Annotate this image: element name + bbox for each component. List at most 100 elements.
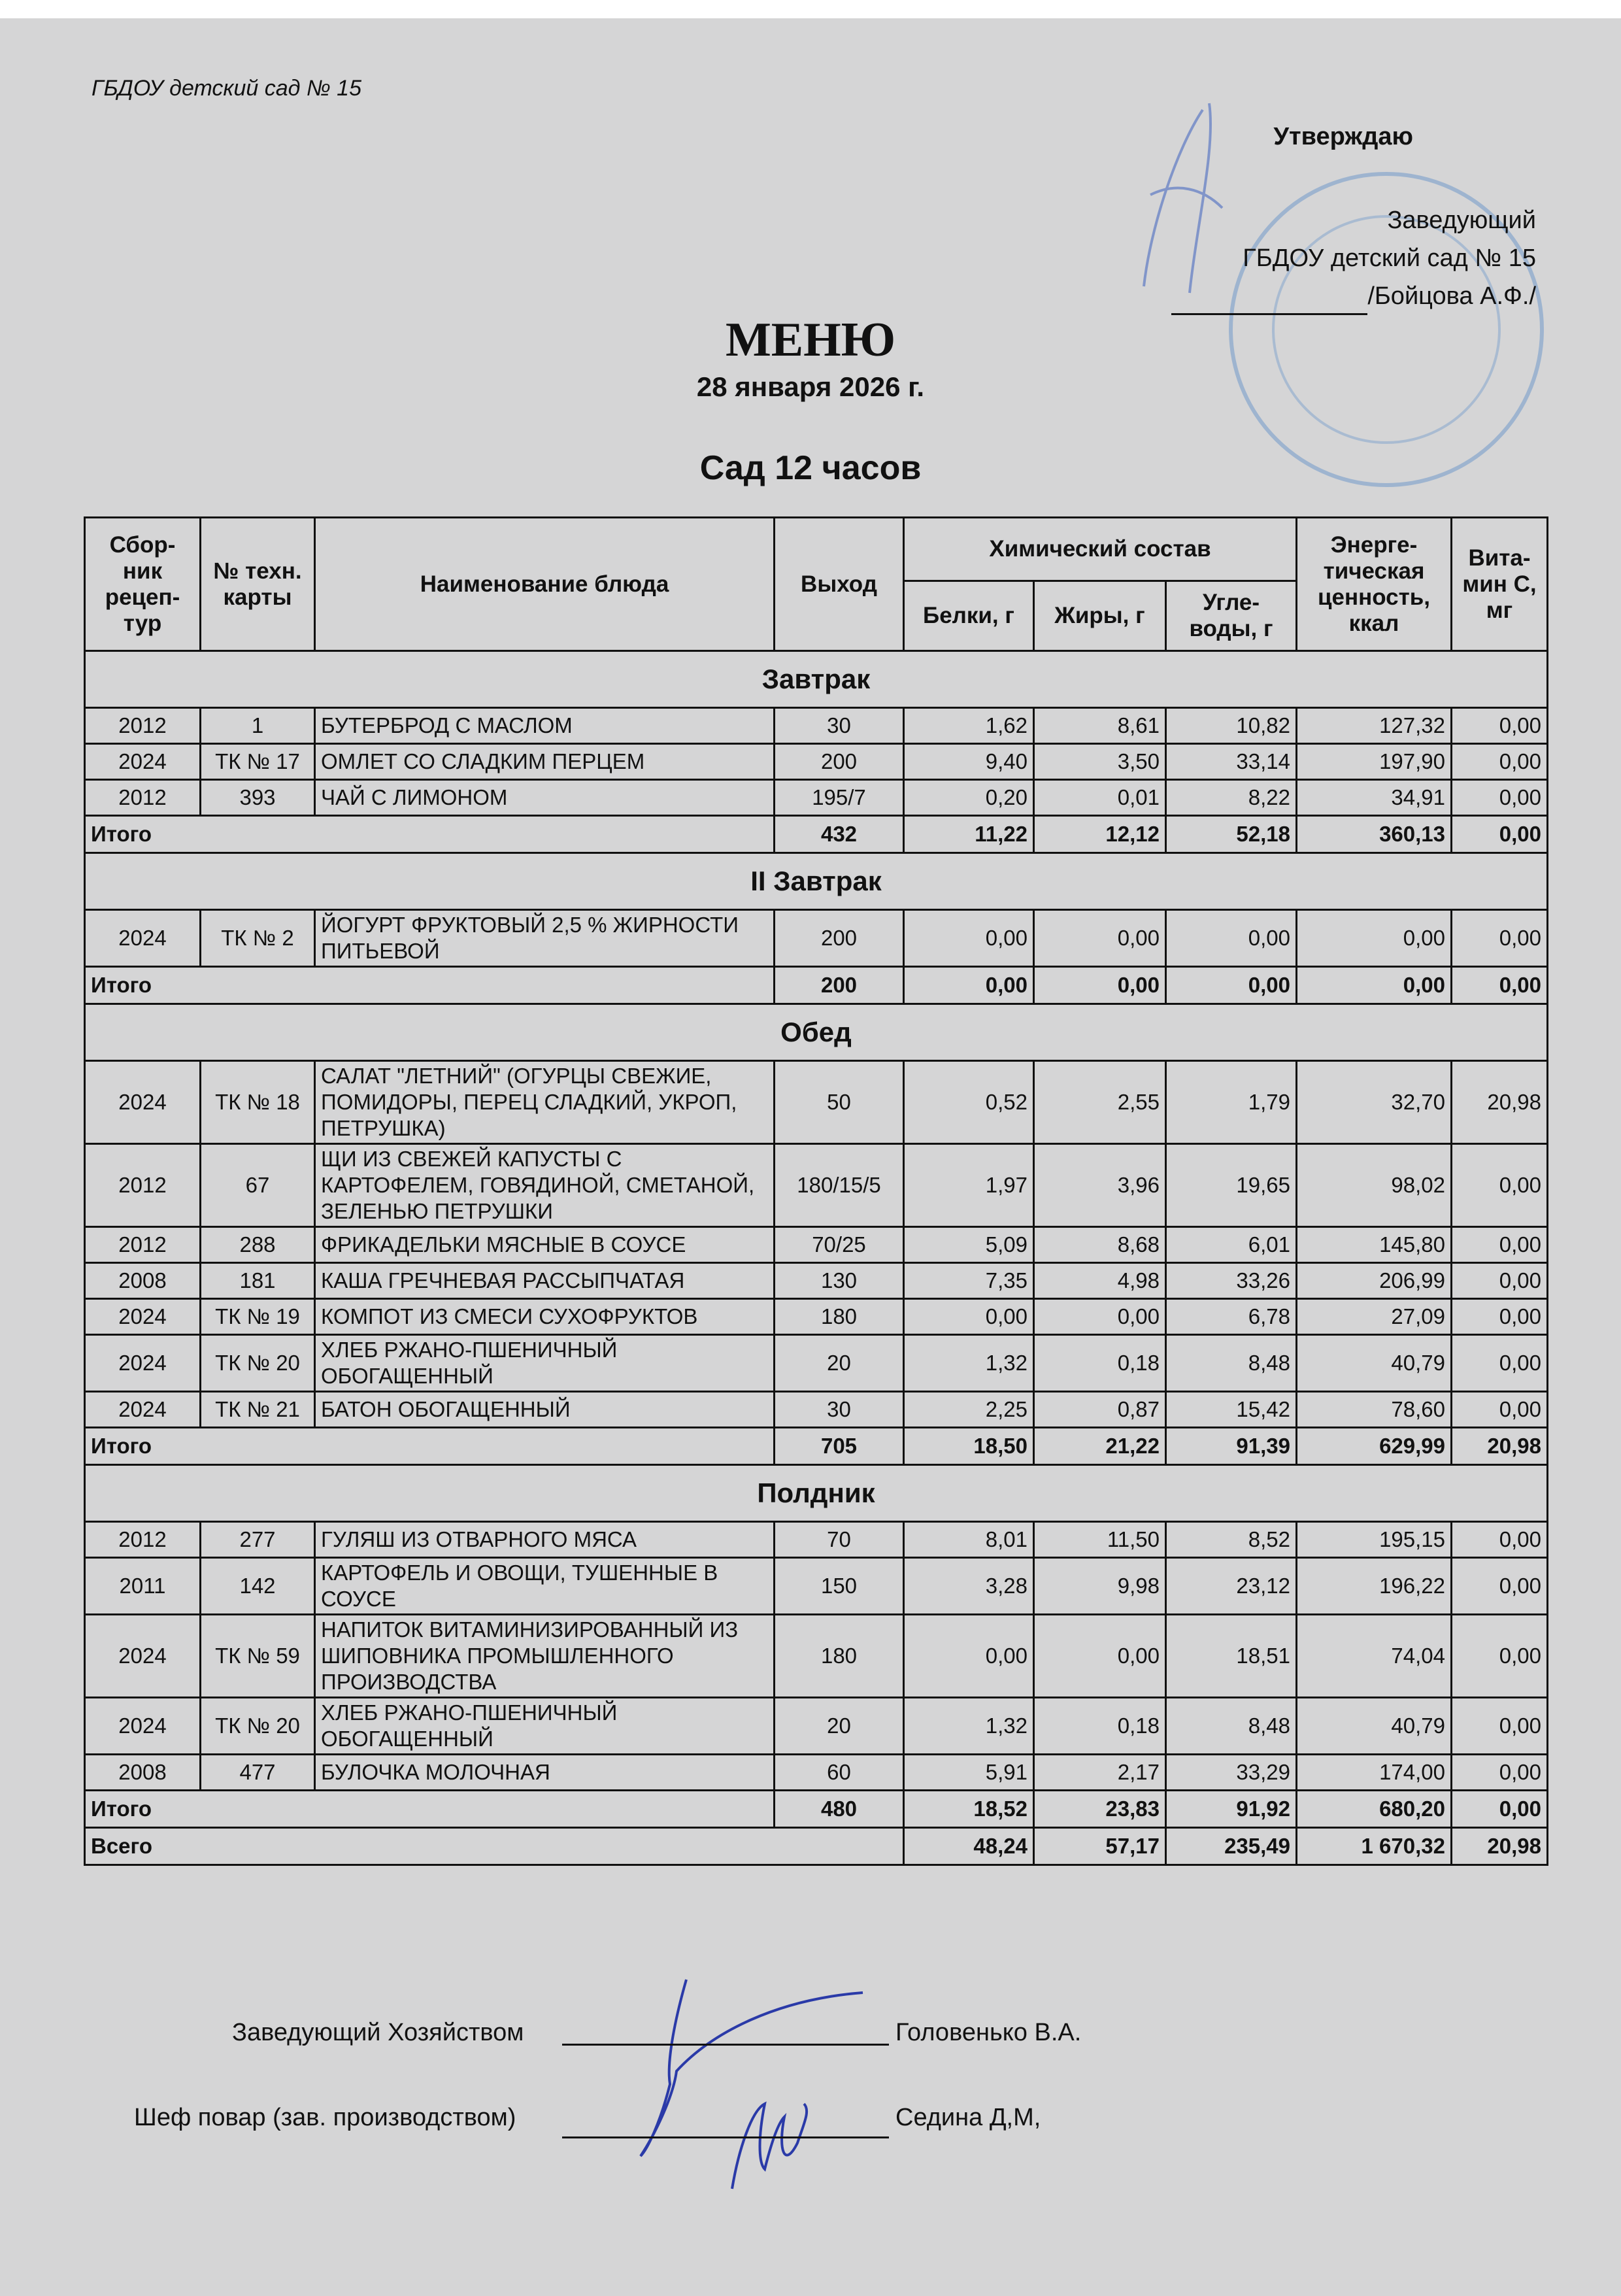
- cell-carbs: 0,00: [1165, 966, 1297, 1005]
- cell-proteins: 0,00: [903, 909, 1035, 968]
- cell-vitc: 0,00: [1450, 1391, 1548, 1428]
- cell-tech-card: ТК № 20: [199, 1334, 316, 1393]
- section-title: Обед: [84, 1003, 1548, 1062]
- section-title: II Завтрак: [84, 852, 1548, 911]
- cell-output: 130: [773, 1262, 905, 1300]
- cell-vitc: 0,00: [1450, 909, 1548, 968]
- signature-line: [1171, 287, 1368, 315]
- cell-fats: 0,18: [1033, 1697, 1167, 1755]
- cell-output: 20: [773, 1334, 905, 1393]
- chef-signature-line: [562, 2136, 889, 2138]
- cell-fats: 0,01: [1033, 779, 1167, 817]
- cell-vitc: 0,00: [1450, 1753, 1548, 1791]
- cell-output: 180: [773, 1613, 905, 1698]
- cell-collection: 2008: [84, 1262, 201, 1300]
- cell-proteins: 5,91: [903, 1753, 1035, 1791]
- menu-date: 28 января 2026 г.: [696, 371, 925, 402]
- institution-name: ГБДОУ детский сад № 15: [1243, 245, 1536, 272]
- col-tech-card: № техн. карты: [199, 516, 316, 652]
- cell-tech-card: 277: [199, 1521, 316, 1559]
- cell-output: 480: [773, 1789, 905, 1829]
- cell-proteins: 1,32: [903, 1334, 1035, 1393]
- cell-vitc: 0,00: [1450, 815, 1548, 854]
- table-row: 2008 181 КАША ГРЕЧНЕВАЯ РАССЫПЧАТАЯ 130 7,35…: [84, 1262, 1548, 1300]
- cell-fats: 23,83: [1033, 1789, 1167, 1829]
- housekeeper-signature: [639, 1979, 863, 2157]
- cell-vitc: 0,00: [1450, 966, 1548, 1005]
- cell-carbs: 6,78: [1165, 1298, 1297, 1336]
- table-row: 2008 477 БУЛОЧКА МОЛОЧНАЯ 60 5,91 2,17 33,29 17…: [84, 1753, 1548, 1791]
- chef-signature: [731, 2101, 809, 2189]
- cell-output: 200: [773, 966, 905, 1005]
- subtotal-label: Итого: [84, 966, 775, 1005]
- cell-proteins: 1,62: [903, 707, 1035, 745]
- cell-collection: 2012: [84, 1226, 201, 1264]
- cell-energy: 197,90: [1295, 743, 1452, 781]
- cell-proteins: 9,40: [903, 743, 1035, 781]
- col-vitc: Вита-мин С, мг: [1450, 516, 1548, 652]
- cell-vitc: 0,00: [1450, 1697, 1548, 1755]
- section-header: Завтрак: [84, 650, 1548, 709]
- cell-dish: САЛАТ "ЛЕТНИЙ" (ОГУРЦЫ СВЕЖИЕ, ПОМИДОРЫ,…: [314, 1060, 775, 1145]
- cell-fats: 0,00: [1033, 1613, 1167, 1698]
- table-row: 2012 277 ГУЛЯШ ИЗ ОТВАРНОГО МЯСА 70 8,01 11,5…: [84, 1521, 1548, 1559]
- cell-collection: 2008: [84, 1753, 201, 1791]
- cell-energy: 174,00: [1295, 1753, 1452, 1791]
- housekeeper-role: Заведующий Хозяйством: [232, 2019, 524, 2046]
- table-row: 2024 ТК № 59 НАПИТОК ВИТАМИНИЗИРОВАННЫЙ ИЗ…: [84, 1613, 1548, 1698]
- cell-fats: 0,87: [1033, 1391, 1167, 1428]
- cell-dish: БУТЕРБРОД С МАСЛОМ: [314, 707, 775, 745]
- cell-collection: 2024: [84, 1391, 201, 1428]
- cell-output: 50: [773, 1060, 905, 1145]
- col-fats: Жиры, г: [1033, 580, 1167, 652]
- cell-dish: НАПИТОК ВИТАМИНИЗИРОВАННЫЙ ИЗ ШИПОВНИКА …: [314, 1613, 775, 1698]
- cell-carbs: 23,12: [1165, 1557, 1297, 1615]
- cell-collection: 2024: [84, 1060, 201, 1145]
- col-proteins: Белки, г: [903, 580, 1035, 652]
- cell-proteins: 18,52: [903, 1789, 1035, 1829]
- cell-vitc: 0,00: [1450, 1613, 1548, 1698]
- cell-proteins: 0,20: [903, 779, 1035, 817]
- cell-fats: 3,50: [1033, 743, 1167, 781]
- cell-fats: 0,00: [1033, 1298, 1167, 1336]
- cell-vitc: 0,00: [1450, 1143, 1548, 1228]
- cell-output: 150: [773, 1557, 905, 1615]
- cell-tech-card: 67: [199, 1143, 316, 1228]
- cell-proteins: 18,50: [903, 1427, 1035, 1466]
- cell-collection: 2012: [84, 1521, 201, 1559]
- cell-vitc: 20,98: [1450, 1060, 1548, 1145]
- cell-proteins: 11,22: [903, 815, 1035, 854]
- cell-fats: 2,17: [1033, 1753, 1167, 1791]
- table-row: 2024 ТК № 17 ОМЛЕТ СО СЛАДКИМ ПЕРЦЕМ 200 9,4…: [84, 743, 1548, 781]
- cell-energy: 34,91: [1295, 779, 1452, 817]
- cell-vitc: 0,00: [1450, 1521, 1548, 1559]
- cell-energy: 98,02: [1295, 1143, 1452, 1228]
- cell-proteins: 5,09: [903, 1226, 1035, 1264]
- cell-energy: 206,99: [1295, 1262, 1452, 1300]
- cell-energy: 40,79: [1295, 1334, 1452, 1393]
- organization-name: ГБДОУ детский сад № 15: [92, 76, 361, 101]
- approval-label: Утверждаю: [1273, 123, 1413, 150]
- cell-energy: 629,99: [1295, 1427, 1452, 1466]
- cell-dish: БУЛОЧКА МОЛОЧНАЯ: [314, 1753, 775, 1791]
- cell-vitc: 0,00: [1450, 779, 1548, 817]
- cell-vitc: 0,00: [1450, 1789, 1548, 1829]
- grand-total-label: Всего: [84, 1827, 905, 1866]
- cell-fats: 3,96: [1033, 1143, 1167, 1228]
- cell-proteins: 0,00: [903, 1613, 1035, 1698]
- cell-carbs: 15,42: [1165, 1391, 1297, 1428]
- col-chem: Химический состав: [903, 516, 1297, 582]
- cell-dish: КАРТОФЕЛЬ И ОВОЩИ, ТУШЕННЫЕ В СОУСЕ: [314, 1557, 775, 1615]
- cell-tech-card: ТК № 17: [199, 743, 316, 781]
- table-row: 2011 142 КАРТОФЕЛЬ И ОВОЩИ, ТУШЕННЫЕ В СОУ…: [84, 1557, 1548, 1615]
- grand-total-row: Всего 48,24 57,17 235,49 1 670,32 20,98: [84, 1827, 1548, 1866]
- cell-energy: 74,04: [1295, 1613, 1452, 1698]
- section-title: Полдник: [84, 1464, 1548, 1523]
- cell-carbs: 19,65: [1165, 1143, 1297, 1228]
- cell-collection: 2024: [84, 1334, 201, 1393]
- document-page: ГБДОУ детский сад № 15 Утверждаю Заведую…: [0, 18, 1621, 2296]
- cell-proteins: 3,28: [903, 1557, 1035, 1615]
- page-title: МЕНЮ: [725, 313, 896, 367]
- cell-fats: 57,17: [1033, 1827, 1167, 1866]
- table-row: 2012 67 ЩИ ИЗ СВЕЖЕЙ КАПУСТЫ С КАРТОФЕЛЕМ,…: [84, 1143, 1548, 1228]
